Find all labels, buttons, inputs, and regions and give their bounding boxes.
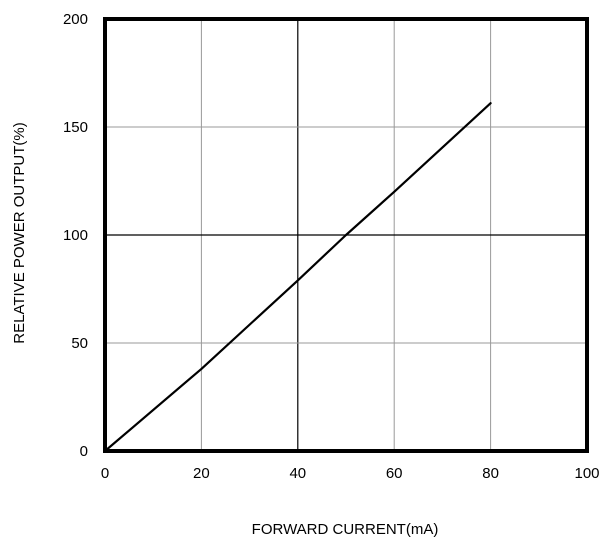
x-tick-label: 60 [386, 465, 403, 482]
x-tick-label: 40 [289, 465, 306, 482]
x-axis-title: FORWARD CURRENT(mA) [252, 521, 439, 538]
y-tick-label: 150 [63, 119, 88, 136]
x-tick-label: 80 [482, 465, 499, 482]
x-tick-label: 0 [101, 465, 109, 482]
series-layer [103, 102, 492, 453]
x-tick-label: 100 [574, 465, 599, 482]
y-tick-label: 50 [71, 335, 88, 352]
series-line [103, 102, 492, 453]
y-tick-label: 200 [63, 11, 88, 28]
y-axis-title: RELATIVE POWER OUTPUT(%) [11, 122, 28, 343]
x-tick-labels: 0 20 40 60 80 100 [101, 465, 600, 482]
plot-frame [103, 17, 589, 453]
x-tick-label: 20 [193, 465, 210, 482]
y-tick-labels: 0 50 100 150 200 [63, 11, 88, 460]
y-tick-label: 0 [80, 443, 88, 460]
y-tick-label: 100 [63, 227, 88, 244]
